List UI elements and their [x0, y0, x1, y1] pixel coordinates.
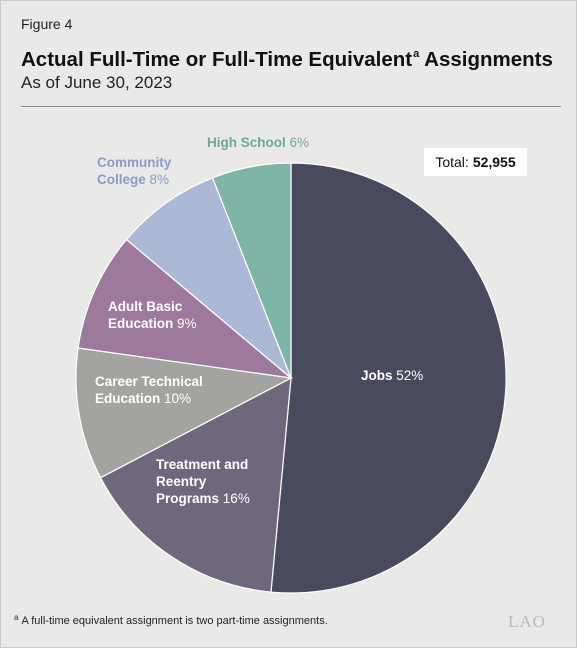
treatment-name-line3: Programs: [156, 491, 220, 506]
jobs-name: Jobs: [361, 368, 393, 383]
high-school-name: High School: [207, 135, 286, 150]
lao-logo: LAO: [508, 612, 546, 631]
high-school-pct: 6%: [289, 135, 310, 150]
pie-slice-jobs: [270, 162, 507, 594]
slice-label-community: Community College 8%: [97, 154, 171, 188]
adult-pct: 9%: [177, 316, 197, 331]
treatment-pct: 16%: [222, 491, 250, 506]
career-pct: 10%: [164, 391, 192, 406]
pie-slice-community: [125, 177, 292, 379]
treatment-name-line2: Reentry: [156, 474, 207, 489]
chart-title: Actual Full-Time or Full-Time Equivalent…: [21, 48, 553, 72]
slice-label-adult: Adult Basic Education 9%: [108, 298, 197, 332]
title-text-end: Assignments: [424, 48, 553, 71]
adult-name-line1: Adult Basic: [108, 299, 183, 314]
pie-slice-adult: [77, 238, 293, 379]
footnote-marker: a: [14, 613, 19, 622]
total-box: Total: 52,955: [424, 148, 527, 176]
slice-label-treatment: Treatment and Reentry Programs 16%: [156, 456, 250, 507]
footnote-text: A full-time equivalent assignment is two…: [21, 615, 328, 627]
pie-slice-high-school: [211, 162, 292, 379]
career-name-line1: Career Technical: [95, 374, 203, 389]
title-footnote-marker: a: [413, 48, 420, 60]
community-pct: 8%: [149, 172, 170, 187]
title-text: Actual Full-Time or Full-Time Equivalent: [21, 48, 413, 71]
chart-subtitle: As of June 30, 2023: [21, 73, 173, 92]
total-value: 52,955: [472, 154, 516, 170]
pie-slice-career: [75, 347, 293, 479]
slice-label-career: Career Technical Education 10%: [95, 373, 203, 407]
community-name-line1: Community: [97, 155, 172, 170]
career-name-line2: Education: [95, 391, 161, 406]
community-name-line2: College: [97, 172, 146, 187]
pie-slices: [75, 162, 507, 594]
jobs-pct: 52%: [396, 368, 424, 383]
adult-name-line2: Education: [108, 316, 174, 331]
pie-slice-treatment: [99, 376, 292, 593]
slice-label-high-school: High School 6%: [207, 134, 309, 151]
total-label: Total:: [435, 154, 469, 170]
pie-chart: [75, 162, 507, 594]
slice-label-jobs: Jobs 52%: [361, 367, 423, 384]
title-divider: [21, 106, 561, 107]
treatment-name-line1: Treatment and: [156, 457, 249, 472]
figure-label: Figure 4: [21, 16, 73, 32]
